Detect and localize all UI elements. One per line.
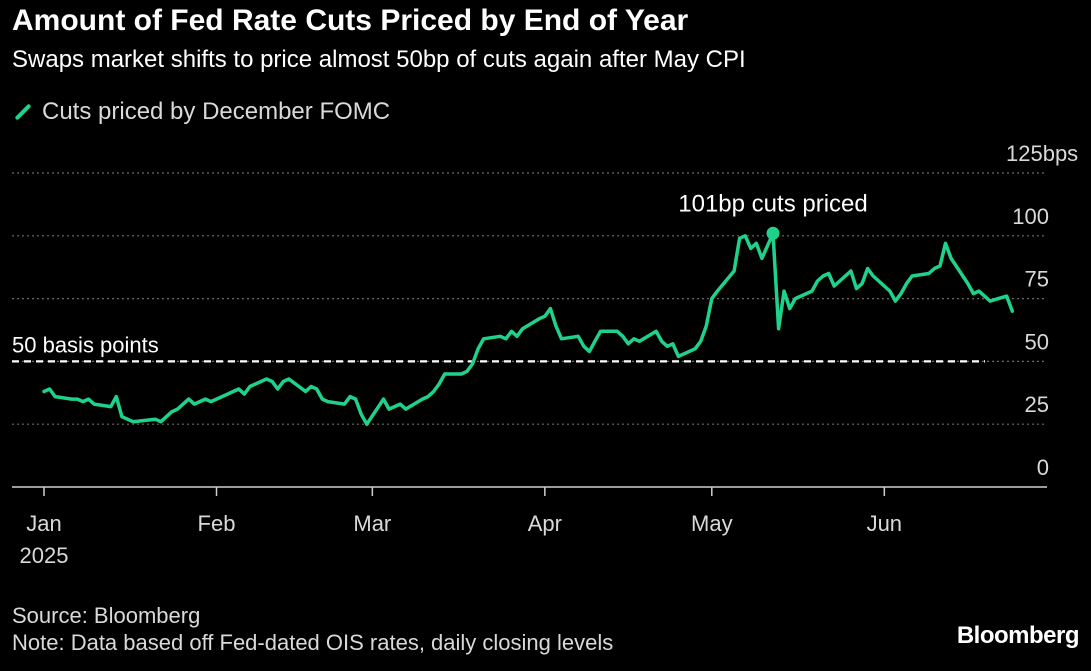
x-tick-label: Jan (26, 511, 61, 536)
y-tick-label: 125bps (1006, 141, 1078, 166)
reference-line-label: 50 basis points (12, 332, 159, 357)
bloomberg-logo: Bloomberg (956, 622, 1080, 649)
y-tick-label: 50 (1025, 329, 1049, 354)
series-line-cuts-priced (42, 231, 1015, 426)
x-tick-label: Apr (528, 511, 562, 536)
peak-annotation: 101bp cuts priced (678, 190, 867, 217)
chart-subtitle: Swaps market shifts to price almost 50bp… (12, 46, 746, 73)
peak-marker (766, 226, 780, 240)
source-note: Source: Bloomberg (12, 603, 201, 628)
x-tick-label: Mar (353, 511, 391, 536)
legend: Cuts priced by December FOMC (12, 98, 390, 126)
y-tick-label: 0 (1037, 455, 1049, 480)
data-note: Note: Data based off Fed-dated OIS rates… (12, 630, 614, 655)
y-tick-label: 75 (1025, 267, 1049, 292)
x-year-label: 2025 (20, 543, 69, 568)
x-tick-label: Jun (867, 511, 902, 536)
y-tick-label: 100 (1012, 204, 1049, 229)
chart-title: Amount of Fed Rate Cuts Priced by End of… (12, 4, 689, 37)
x-tick-label: Feb (198, 511, 236, 536)
x-tick-label: May (691, 511, 733, 536)
y-tick-label: 25 (1025, 392, 1049, 417)
legend-label: Cuts priced by December FOMC (42, 98, 391, 125)
